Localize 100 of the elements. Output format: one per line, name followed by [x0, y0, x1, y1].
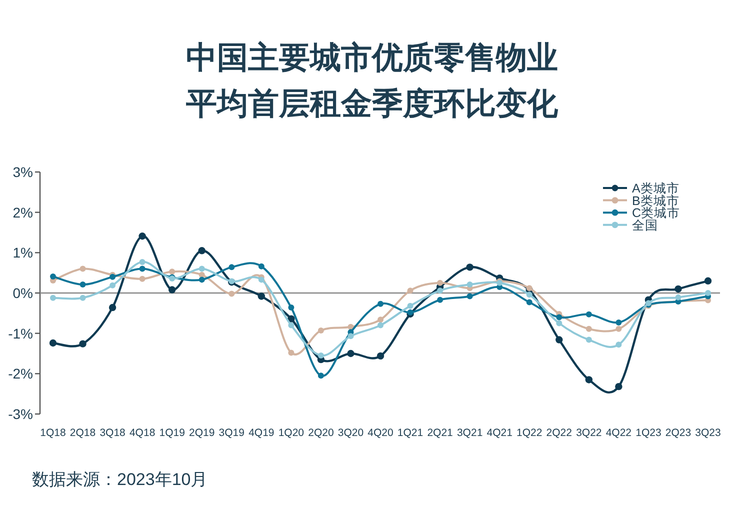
point	[139, 266, 146, 272]
point	[168, 286, 176, 294]
point	[556, 314, 562, 320]
ytick: -1%	[8, 325, 33, 342]
point	[80, 294, 86, 301]
xtick: 2Q23	[665, 427, 692, 439]
point	[378, 300, 384, 307]
point	[556, 336, 563, 344]
xtick: 1Q23	[636, 427, 662, 439]
point	[674, 285, 682, 293]
legend-label: 全国	[632, 218, 658, 232]
point	[108, 304, 116, 312]
point	[616, 326, 622, 332]
xtick: 2Q22	[546, 427, 572, 439]
legend-item: 全国	[603, 218, 658, 232]
point	[615, 382, 622, 390]
point	[348, 333, 354, 340]
point	[437, 296, 444, 303]
point	[318, 328, 324, 334]
title: 平均首层租金季度环比变化	[186, 86, 558, 121]
xtick: 4Q21	[486, 427, 512, 439]
point	[347, 350, 354, 358]
point	[526, 292, 532, 298]
legend-label: A类城市	[632, 182, 680, 196]
point	[110, 282, 116, 288]
point	[466, 293, 473, 300]
xtick: 4Q20	[368, 427, 394, 439]
xtick: 1Q18	[40, 427, 66, 439]
point	[50, 294, 56, 301]
xtick: 4Q22	[606, 427, 632, 439]
point	[139, 276, 146, 282]
point	[138, 232, 146, 240]
point	[169, 268, 176, 275]
xtick: 2Q19	[189, 427, 215, 439]
point	[586, 336, 592, 343]
point	[228, 264, 235, 270]
title: 中国主要城市优质零售物业	[186, 40, 558, 75]
xtick: 3Q19	[218, 427, 244, 439]
point	[376, 352, 384, 360]
xtick: 3Q21	[456, 427, 483, 439]
point	[437, 280, 444, 286]
point	[586, 326, 592, 332]
xtick: 3Q22	[576, 427, 602, 439]
point	[139, 258, 146, 265]
ytick: 2%	[12, 204, 33, 220]
point	[318, 372, 324, 379]
point	[616, 319, 622, 326]
point	[616, 342, 622, 348]
point	[288, 350, 294, 356]
point	[80, 266, 86, 272]
point	[407, 302, 414, 309]
point	[50, 273, 56, 280]
point	[228, 290, 235, 297]
point	[49, 339, 57, 347]
ytick: 3%	[12, 164, 33, 180]
point	[318, 352, 324, 359]
legend-item: B类城市	[603, 194, 680, 208]
point	[585, 376, 593, 384]
xtick: 3Q23	[695, 427, 721, 439]
point	[79, 340, 86, 348]
xtick: 4Q19	[248, 427, 274, 439]
xtick: 2Q18	[70, 427, 96, 439]
point	[288, 315, 295, 322]
point	[705, 290, 711, 296]
xtick: 2Q20	[308, 427, 334, 439]
point	[586, 311, 592, 318]
ytick: -2%	[8, 366, 33, 382]
point	[437, 288, 444, 294]
point	[675, 294, 682, 300]
xtick: 4Q18	[129, 427, 156, 439]
ytick: -3%	[8, 406, 33, 422]
ytick: 1%	[12, 244, 33, 261]
point	[526, 299, 532, 306]
point	[556, 320, 562, 326]
point	[288, 304, 294, 311]
annotation: 数据来源：2023年10月	[32, 470, 208, 489]
point	[258, 292, 266, 300]
point	[258, 263, 264, 270]
point	[526, 285, 532, 292]
point	[198, 266, 205, 272]
xtick: 1Q20	[278, 427, 304, 439]
point	[378, 316, 384, 323]
point	[407, 288, 414, 294]
point	[466, 264, 474, 271]
point	[378, 322, 384, 328]
xtick: 1Q22	[516, 427, 542, 439]
ytick: 0%	[12, 285, 33, 301]
xtick: 2Q21	[427, 427, 453, 439]
point	[198, 247, 206, 254]
point	[80, 282, 86, 288]
xtick: 3Q18	[100, 427, 126, 439]
xtick: 3Q20	[338, 427, 364, 439]
point	[704, 277, 712, 284]
point	[198, 276, 205, 283]
legend-label: C类城市	[632, 206, 680, 220]
xtick: 1Q21	[397, 427, 424, 439]
xtick: 1Q19	[159, 427, 185, 439]
legend-label: B类城市	[632, 194, 680, 208]
point	[258, 276, 264, 283]
point	[466, 282, 473, 288]
